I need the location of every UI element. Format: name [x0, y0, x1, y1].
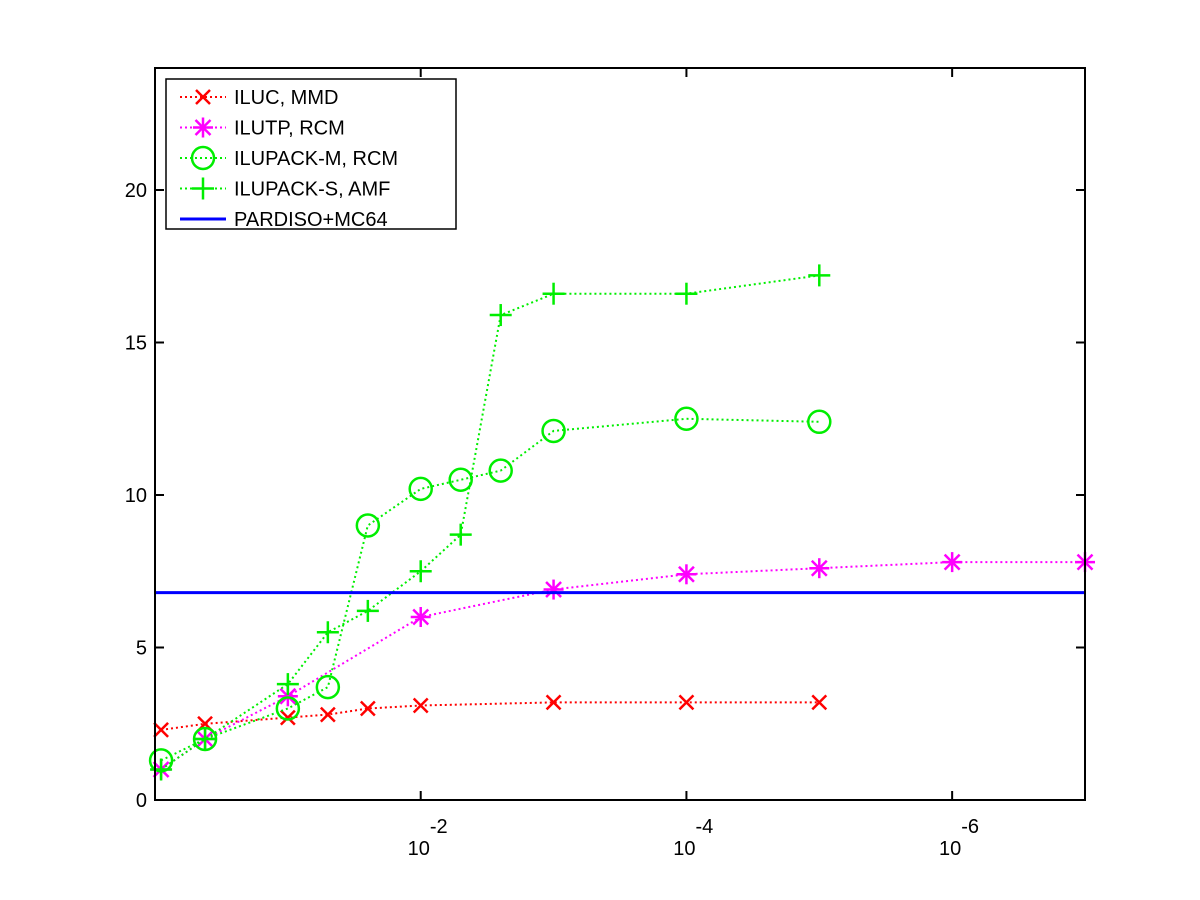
plus-marker	[489, 304, 512, 327]
legend-entry: ILUPACK-S, AMF	[180, 177, 390, 201]
x-tick-exponent: -6	[961, 816, 979, 838]
x-tick-exponent: -2	[430, 816, 448, 838]
legend-label: ILUPACK-S, AMF	[234, 179, 390, 201]
asterisk-marker	[942, 552, 963, 573]
x-tick-label: 10-6	[939, 816, 979, 860]
x-tick-label: 10-2	[408, 816, 448, 860]
x-mark-marker	[811, 694, 828, 711]
circle-marker	[408, 476, 433, 502]
x-tick-label: 10-4	[673, 816, 713, 860]
circle-marker	[674, 406, 699, 431]
legend-label: ILUTP, RCM	[234, 118, 345, 140]
plus-marker	[675, 282, 698, 305]
legend: ILUC, MMD ILUTP, RCM ILUPACK-M, RCM ILUPACK…	[165, 78, 457, 231]
plus-marker	[409, 560, 432, 583]
x-mark-marker	[319, 706, 336, 723]
legend-label: PARDISO+MC64	[234, 209, 388, 231]
legend-entry: PARDISO+MC64	[180, 209, 388, 231]
y-tick-label: 5	[136, 638, 147, 660]
x-mark-marker	[678, 694, 695, 711]
y-tick-label: 0	[136, 790, 147, 812]
plus-marker	[194, 728, 217, 750]
plus-marker	[192, 177, 214, 200]
legend-entry: ILUPACK-M, RCM	[180, 145, 398, 171]
y-tick-label: 20	[125, 180, 147, 202]
x-mark-marker	[153, 721, 169, 738]
y-tick-label: 10	[125, 485, 147, 507]
y-tick-label: 15	[125, 333, 147, 355]
plus-marker	[150, 758, 173, 781]
x-tick-exponent: -4	[696, 816, 714, 838]
series-ilutp-rcm	[151, 552, 1095, 780]
x-mark-marker	[412, 697, 429, 714]
plus-marker	[316, 621, 339, 644]
series-ilupack-s-amf	[150, 264, 831, 781]
legend-entry: ILUTP, RCM	[180, 117, 345, 140]
legend-label: ILUPACK-M, RCM	[234, 148, 398, 170]
series-line	[160, 274, 820, 771]
plus-marker	[542, 282, 565, 305]
circle-marker	[355, 513, 381, 538]
x-tick-base: 10	[939, 838, 961, 860]
circle-marker	[488, 458, 513, 483]
plus-marker	[808, 264, 831, 287]
series-iluc-mmd	[153, 694, 828, 738]
circle-marker	[807, 409, 832, 435]
plus-marker	[276, 673, 299, 696]
asterisk-marker	[193, 117, 213, 138]
axes-box	[154, 67, 1086, 801]
x-mark-marker	[195, 89, 211, 105]
circle-marker	[541, 418, 566, 444]
circle-marker	[448, 467, 473, 492]
asterisk-marker	[676, 564, 697, 585]
x-mark-marker	[545, 694, 562, 711]
asterisk-marker	[809, 558, 830, 579]
circle-marker	[315, 674, 341, 700]
asterisk-marker	[543, 579, 564, 600]
series-ilupack-m-rcm	[148, 406, 832, 773]
x-tick-base: 10	[408, 838, 430, 860]
plus-marker	[356, 599, 379, 622]
plus-marker	[449, 523, 472, 546]
legend-entry: ILUC, MMD	[180, 87, 338, 109]
circle-marker	[275, 696, 301, 721]
circle-marker	[190, 145, 216, 171]
series-line	[160, 417, 820, 762]
x-mark-marker	[279, 709, 296, 726]
series-line	[160, 701, 820, 731]
asterisk-marker	[410, 607, 431, 627]
plot-area	[148, 264, 1095, 781]
x-tick-base: 10	[673, 838, 695, 860]
legend-label: ILUC, MMD	[234, 87, 338, 109]
x-mark-marker	[359, 700, 376, 717]
